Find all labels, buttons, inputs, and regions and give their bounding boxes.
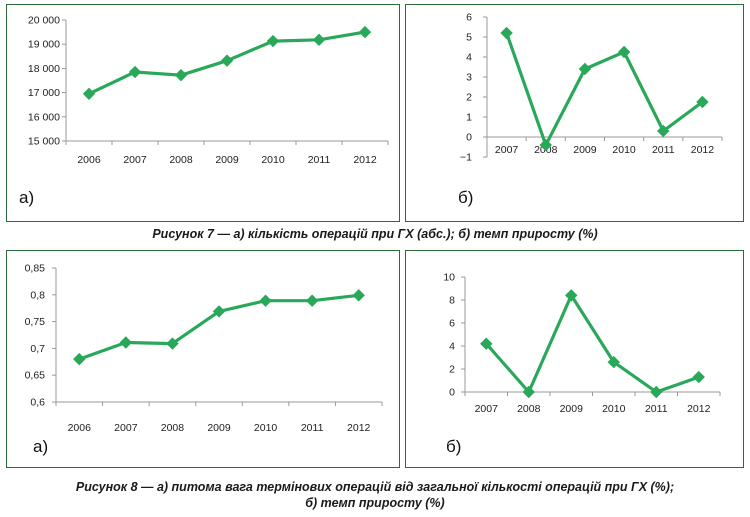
y-tick-label: 2: [466, 92, 472, 104]
x-tick-label: 2009: [560, 403, 584, 415]
figure8-caption-line1: Рисунок 8 — а) питома вага термінових оп…: [75, 480, 675, 494]
y-tick-label: 0,65: [25, 370, 46, 382]
figure7-label-b: б): [458, 188, 474, 207]
y-tick-label: 16 000: [28, 111, 60, 123]
x-tick-label: 2012: [347, 422, 371, 434]
x-tick-label: 2008: [169, 154, 193, 166]
x-tick-label: 2011: [645, 403, 668, 415]
series-line: [485, 293, 700, 394]
y-tick-label: 2: [449, 364, 455, 376]
y-tick-label: 0: [466, 132, 472, 144]
y-tick-label: 4: [449, 341, 455, 353]
y-tick-label: 0,75: [25, 316, 46, 328]
x-tick-label: 2012: [691, 144, 715, 156]
data-point-marker: [358, 25, 372, 39]
x-tick-label: 2007: [114, 422, 138, 434]
y-tick-label: 17 000: [28, 87, 60, 99]
y-tick-label: 6: [466, 12, 472, 24]
y-tick-label: 5: [466, 32, 472, 44]
x-tick-label: 2012: [353, 154, 377, 166]
data-point-marker: [352, 289, 365, 302]
y-tick-label: 0,7: [30, 343, 45, 355]
x-tick-label: 2011: [308, 154, 331, 166]
y-tick-label: 1: [466, 112, 472, 124]
x-tick-label: 2009: [573, 144, 597, 156]
data-point-marker: [312, 33, 326, 47]
data-point-marker: [696, 95, 709, 109]
data-point-marker: [73, 352, 86, 366]
series-line: [505, 32, 704, 147]
x-tick-label: 2006: [68, 422, 92, 434]
figure8-label-b: б): [446, 437, 462, 456]
y-tick-label: 0: [449, 387, 455, 399]
data-point-marker: [607, 355, 620, 369]
x-tick-label: 2006: [77, 154, 101, 166]
x-tick-label: 2008: [517, 403, 541, 415]
data-point-marker: [166, 337, 179, 350]
y-tick-label: 0,6: [30, 397, 45, 409]
x-tick-label: 2007: [495, 144, 519, 156]
x-tick-label: 2011: [652, 144, 675, 156]
y-tick-label: −1: [460, 152, 472, 164]
y-tick-label: 3: [466, 72, 472, 84]
y-tick-label: 4: [466, 52, 472, 64]
data-point-marker: [259, 294, 272, 307]
x-tick-label: 2010: [612, 144, 636, 156]
y-tick-label: 8: [449, 295, 455, 307]
figure7-panel-a: а): [6, 4, 400, 222]
x-tick-label: 2011: [301, 422, 324, 434]
figure7-caption: Рисунок 7 — а) кількість операцій при ГХ…: [152, 227, 598, 241]
x-tick-label: 2007: [123, 154, 147, 166]
data-point-marker: [82, 87, 96, 101]
data-point-marker: [500, 26, 513, 40]
data-point-marker: [617, 45, 631, 59]
data-point-marker: [692, 370, 705, 384]
data-point-marker: [578, 62, 592, 76]
figure8-panel-b: б): [405, 250, 744, 468]
data-point-marker: [212, 305, 226, 318]
data-point-marker: [128, 65, 142, 79]
figure8-panel-a: а): [6, 250, 400, 468]
x-tick-label: 2012: [687, 403, 711, 415]
data-point-marker: [305, 294, 319, 307]
x-tick-label: 2007: [475, 403, 499, 415]
y-tick-label: 20 000: [28, 15, 60, 27]
x-tick-label: 2010: [254, 422, 278, 434]
x-tick-label: 2008: [161, 422, 185, 434]
data-point-marker: [565, 289, 578, 302]
y-tick-label: 19 000: [28, 39, 60, 51]
figure7-label-a: а): [19, 188, 35, 207]
data-point-marker: [539, 138, 552, 152]
data-point-marker: [657, 124, 670, 138]
x-tick-label: 2010: [261, 154, 285, 166]
data-point-marker: [650, 385, 663, 399]
data-point-marker: [220, 54, 234, 67]
y-tick-label: 10: [443, 272, 455, 284]
data-point-marker: [480, 337, 493, 350]
y-tick-label: 0,85: [25, 263, 46, 275]
figure8-label-a: а): [33, 437, 49, 456]
data-point-marker: [174, 68, 188, 82]
y-tick-label: 0,8: [30, 289, 45, 301]
y-tick-label: 15 000: [28, 136, 60, 148]
y-tick-label: 6: [449, 318, 455, 330]
data-point-marker: [266, 34, 280, 48]
x-tick-label: 2009: [207, 422, 231, 434]
data-point-marker: [522, 385, 535, 399]
y-tick-label: 18 000: [28, 63, 60, 75]
figure8-caption-line2: б) темп приросту (%): [305, 496, 445, 510]
data-point-marker: [119, 336, 133, 349]
x-tick-label: 2010: [602, 403, 626, 415]
x-tick-label: 2009: [215, 154, 239, 166]
